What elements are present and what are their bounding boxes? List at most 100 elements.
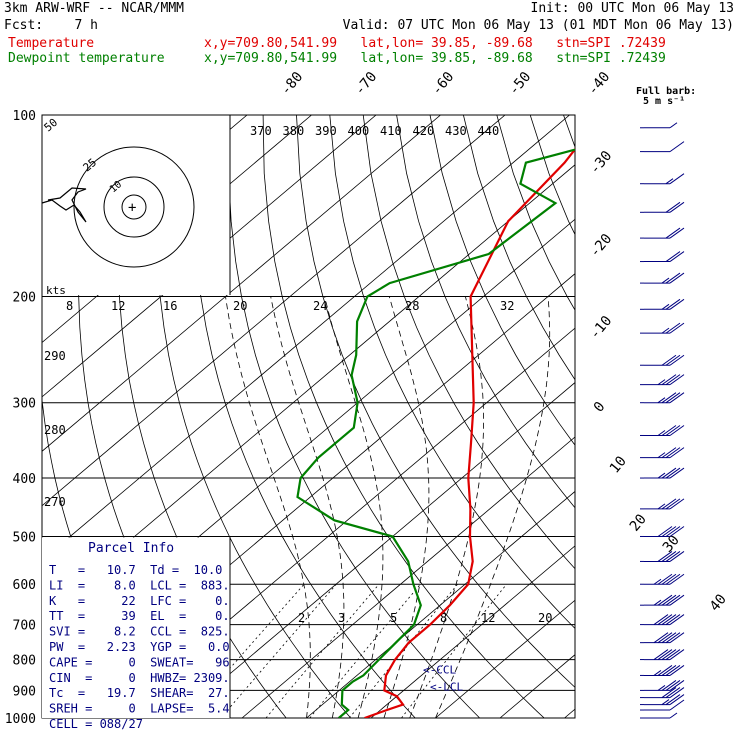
wind-barb-full	[657, 594, 673, 606]
wind-barb-half	[653, 599, 662, 606]
barb-legend-unit: 5 m s⁻¹	[643, 96, 685, 107]
moist-adiabat-line	[225, 296, 311, 718]
lcl-marker: <-LCL	[430, 680, 463, 693]
hodograph-ring	[121, 194, 147, 220]
isotherm-line	[42, 115, 377, 398]
wind-barb-full	[665, 526, 681, 537]
wind-barb	[640, 141, 685, 153]
wind-barb-full	[665, 694, 681, 705]
pressure-tick-label: 300	[13, 397, 36, 412]
wind-barb-full	[665, 687, 681, 698]
wind-barb-full	[661, 354, 677, 366]
wind-barb-full	[665, 322, 681, 334]
wind-barb-full	[669, 467, 685, 479]
wind-barb	[640, 447, 685, 459]
parcel-info-row: T = 10.7 Td = 10.0	[49, 563, 222, 577]
wind-barb-half	[669, 712, 678, 719]
wind-barb	[640, 712, 678, 719]
wind-barb-half	[657, 379, 666, 386]
wind-barb-full	[661, 425, 677, 436]
wind-barb-full	[661, 680, 677, 691]
mixing-ratio-label: 24	[313, 299, 327, 313]
wind-barb-full	[669, 680, 685, 691]
wind-barb	[640, 374, 685, 386]
temperature-legend-label: Temperature	[8, 36, 95, 51]
hodograph-ring	[103, 176, 165, 238]
isotherm-label: -50	[506, 69, 535, 99]
dry-adiabat-line	[731, 115, 740, 718]
mixing-ratio-label: 20	[233, 299, 247, 313]
dry-adiabat-line	[396, 115, 575, 509]
theta-label: 380	[283, 124, 305, 138]
dry-adiabat-line	[296, 115, 575, 688]
wind-barb	[640, 173, 685, 185]
parcel-info-row: CIN = 0 HWBZ= 2309.	[49, 671, 230, 685]
wind-barb-full	[661, 526, 677, 537]
isotherm-label: 0	[591, 399, 609, 416]
temperature-trace	[364, 147, 575, 718]
isotherm-label: -80	[278, 69, 307, 99]
mixing-ratio-label: 8	[440, 611, 447, 625]
mixing-ratio-label: 12	[481, 611, 495, 625]
theta-label: 420	[413, 124, 435, 138]
temperature-location: x,y=709.80,541.99 lat,lon= 39.85, -89.68…	[204, 36, 666, 51]
wind-barb	[640, 425, 685, 436]
mixing-ratio-line	[401, 583, 507, 718]
wind-barb-half	[653, 670, 662, 676]
wind-barb	[640, 227, 685, 239]
wind-barb	[640, 354, 685, 366]
wind-barb-half	[657, 503, 666, 510]
mixing-ratio-label: 16	[163, 299, 177, 313]
parcel-info-row: PW = 2.23 YGP = 0.0	[49, 640, 230, 654]
mixing-ratio-label: 2	[298, 611, 305, 625]
isotherm-label: 20	[627, 511, 650, 534]
wind-barb	[640, 526, 685, 537]
wind-barb-full	[669, 374, 685, 386]
wind-barb-full	[665, 665, 681, 676]
isotherm-label: 10	[607, 453, 630, 476]
wind-barb-full	[661, 594, 677, 606]
wind-barb-full	[661, 687, 677, 698]
wind-barb-half	[653, 578, 662, 585]
hodograph-unit-label: kts	[46, 284, 66, 297]
moist-adiabat-line	[270, 296, 345, 718]
pressure-tick-label: 800	[13, 654, 36, 669]
wind-barb	[640, 614, 685, 626]
wind-barb-full	[661, 614, 677, 626]
theta-label: 400	[348, 124, 370, 138]
isotherm-label: -70	[352, 69, 381, 99]
wind-barb-full	[669, 447, 685, 459]
wind-barb-full	[665, 467, 681, 479]
parcel-info-row: TT = 39 EL = 0.	[49, 609, 230, 623]
wind-barb-half	[657, 452, 666, 459]
dry-adiabat-line	[228, 115, 480, 718]
dry-adiabat-label: 290	[44, 349, 66, 363]
pressure-tick-label: 1000	[5, 712, 36, 727]
dry-adiabat-line	[155, 115, 352, 718]
wind-barb-full	[669, 498, 685, 510]
dry-adiabat-label: 270	[44, 495, 66, 509]
moist-adiabat-line	[383, 296, 430, 718]
wind-barb-full	[665, 201, 681, 213]
forecast-hour: Fcst: 7 h	[4, 18, 98, 33]
wind-barb-half	[657, 430, 666, 436]
wind-barb-full	[665, 425, 681, 436]
wind-barb-full	[661, 498, 677, 510]
wind-barb	[640, 573, 685, 585]
mixing-ratio-label: 32	[500, 299, 514, 313]
ccl-marker: <-CCL	[423, 663, 456, 676]
parcel-info-box: Parcel Info T = 10.7 Td = 10.0LI = 8.0 LC…	[42, 536, 231, 731]
wind-barb-full	[665, 227, 681, 239]
pressure-tick-label: 100	[13, 109, 36, 124]
mixing-ratio-label: 8	[66, 299, 73, 313]
wind-barb-full	[665, 649, 681, 660]
parcel-info-row: CELL = 088/27	[49, 717, 143, 731]
wind-barb-full	[665, 392, 681, 404]
wind-barb	[640, 322, 685, 334]
wind-barb-full	[669, 694, 685, 705]
wind-barb-full	[669, 594, 685, 606]
wind-barb-half	[665, 178, 674, 185]
wind-barb-half	[661, 303, 670, 310]
wind-barb-full	[657, 573, 673, 585]
parcel-info-row: LI = 8.0 LCL = 883.	[49, 578, 230, 592]
